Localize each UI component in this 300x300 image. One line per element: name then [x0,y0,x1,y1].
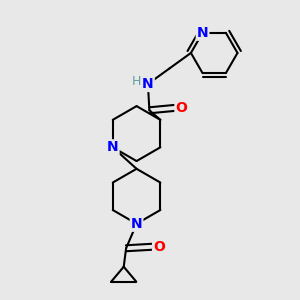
Text: N: N [142,77,154,91]
Text: O: O [176,101,187,115]
Text: N: N [107,140,118,154]
Text: H: H [132,75,141,88]
Text: O: O [153,240,165,254]
Text: N: N [131,217,142,231]
Text: N: N [197,26,208,40]
